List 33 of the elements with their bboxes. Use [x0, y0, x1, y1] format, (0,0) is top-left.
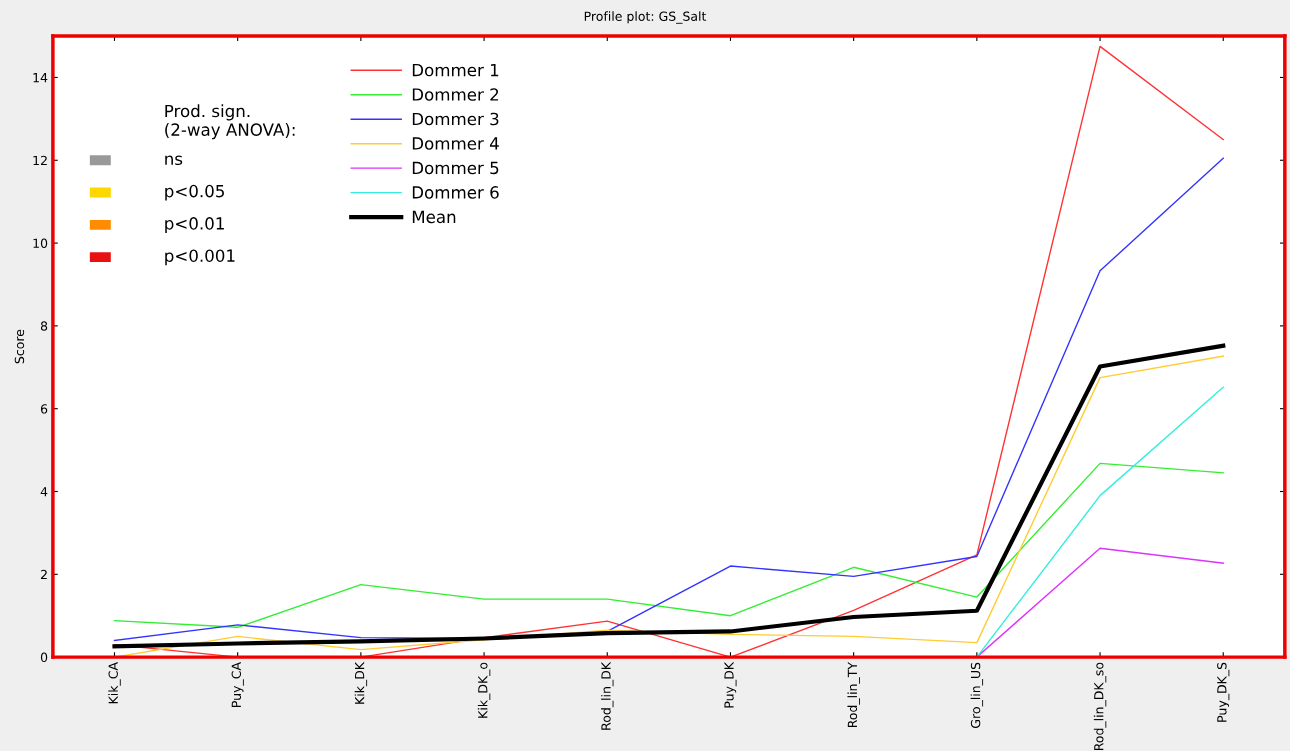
x-tick-label: Rod_lin_TY: [847, 661, 860, 728]
y-tick-label: 10: [33, 238, 48, 248]
legend-label: Dommer 6: [412, 186, 499, 199]
legend-label: Dommer 2: [412, 88, 499, 101]
x-tick-label: Kik_DK_o: [477, 662, 491, 718]
y-tick-label: 8: [40, 321, 48, 331]
x-tick-label: Rod_lin_DK_so: [1093, 662, 1107, 751]
y-tick-label: 4: [40, 487, 48, 497]
annotation: ns: [165, 155, 183, 166]
y-tick-label: 6: [40, 404, 48, 414]
x-tick-label: Rod_lin_DK: [601, 661, 614, 730]
x-tick-label: Gro_lin_US: [970, 662, 984, 728]
chart-title: Profile plot: GS_Salt: [584, 11, 707, 24]
legend-label: Dommer 3: [412, 112, 499, 126]
annotation: p<0.001: [165, 249, 235, 266]
x-tick-label: Kik_CA: [108, 662, 121, 704]
legend-label: Dommer 5: [412, 161, 499, 175]
y-tick-label: 14: [33, 73, 48, 83]
annotation: p<0.05: [165, 184, 224, 201]
x-tick-label: Puy_CA: [231, 662, 244, 707]
legend-label: Dommer 4: [412, 137, 499, 150]
annotation: Prod. sign. (2-way ANOVA):: [165, 104, 295, 140]
y-axis-title: Score: [14, 329, 25, 364]
annotation: p<0.01: [165, 217, 224, 233]
y-tick-label: 12: [33, 155, 47, 166]
y-tick-label: 0: [40, 652, 48, 663]
line-series: [113, 462, 1224, 629]
x-tick-label: Puy_DK: [724, 661, 737, 708]
x-tick-label: Kik_DK: [354, 661, 368, 704]
legend-label: Mean: [412, 210, 456, 224]
x-tick-label: Puy_DK_S: [1217, 662, 1230, 722]
y-tick-label: 2: [40, 569, 47, 580]
legend-label: Dommer 1: [412, 63, 499, 77]
